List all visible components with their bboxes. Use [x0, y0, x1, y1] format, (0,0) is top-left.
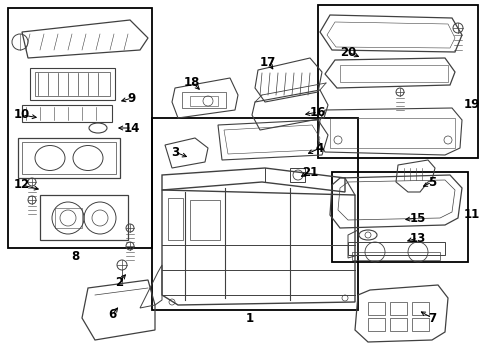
Bar: [367, 318, 384, 331]
Bar: [35, 72, 110, 96]
Text: 8: 8: [71, 249, 79, 262]
Bar: [190, 200, 220, 240]
Bar: [30, 68, 115, 100]
Text: 11: 11: [463, 208, 479, 221]
Bar: [389, 302, 406, 315]
Text: 16: 16: [309, 105, 325, 118]
Bar: [8, 8, 152, 248]
Bar: [411, 302, 428, 315]
Bar: [152, 118, 357, 310]
Text: 10: 10: [14, 108, 30, 122]
Bar: [182, 92, 225, 108]
Text: 7: 7: [427, 311, 435, 324]
Text: 20: 20: [339, 45, 355, 58]
Bar: [317, 5, 477, 158]
Text: 1: 1: [245, 311, 254, 324]
Bar: [22, 142, 116, 174]
Bar: [331, 172, 467, 262]
Text: 21: 21: [301, 166, 318, 179]
Bar: [367, 302, 384, 315]
Text: 3: 3: [171, 145, 179, 158]
Bar: [289, 168, 305, 182]
Text: 13: 13: [409, 231, 425, 244]
Text: 12: 12: [14, 179, 30, 192]
Text: 9: 9: [128, 91, 136, 104]
Text: 14: 14: [123, 122, 140, 135]
Text: 17: 17: [259, 55, 276, 68]
Text: 19: 19: [463, 99, 479, 112]
Text: 15: 15: [409, 211, 426, 225]
Bar: [55, 208, 82, 228]
Bar: [190, 96, 218, 106]
Bar: [40, 195, 128, 240]
Text: 4: 4: [315, 141, 324, 154]
Bar: [168, 198, 183, 240]
Text: 5: 5: [427, 175, 435, 189]
Bar: [18, 138, 120, 178]
Bar: [389, 318, 406, 331]
Bar: [411, 318, 428, 331]
Bar: [22, 105, 112, 122]
Bar: [347, 242, 444, 255]
Text: 6: 6: [108, 309, 116, 321]
Bar: [329, 118, 454, 148]
Text: 18: 18: [183, 76, 200, 89]
Bar: [339, 65, 447, 82]
Text: 2: 2: [115, 275, 123, 288]
